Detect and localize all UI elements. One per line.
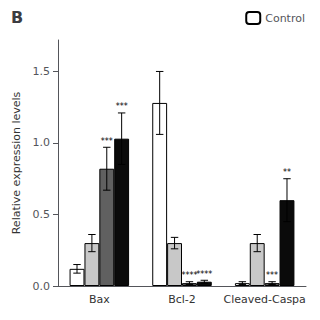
svg-text:***: *** [116, 102, 128, 111]
svg-text:****: **** [196, 270, 212, 279]
svg-text:***: *** [266, 271, 278, 280]
svg-text:Cleaved-Caspa: Cleaved-Caspa [223, 293, 305, 306]
svg-text:Bcl-2: Bcl-2 [168, 293, 196, 306]
svg-text:**: ** [283, 168, 291, 177]
svg-text:****: **** [181, 271, 197, 280]
svg-text:1.0: 1.0 [33, 136, 51, 149]
svg-text:***: *** [101, 137, 113, 146]
svg-text:Bax: Bax [89, 293, 110, 306]
svg-text:0.0: 0.0 [33, 280, 51, 293]
svg-text:Control: Control [265, 12, 305, 25]
svg-text:Relative expression levels: Relative expression levels [10, 91, 23, 234]
svg-text:1.5: 1.5 [33, 65, 51, 78]
svg-text:0.5: 0.5 [33, 208, 51, 221]
svg-text:B: B [11, 8, 23, 27]
